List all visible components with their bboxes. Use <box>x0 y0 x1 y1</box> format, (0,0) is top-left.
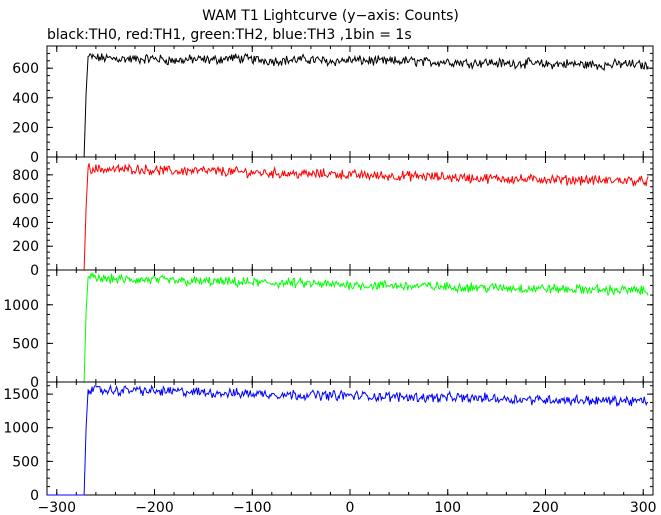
panel-frame-th0 <box>46 45 654 158</box>
chart-title: WAM T1 Lightcurve (y−axis: Counts) <box>202 8 459 24</box>
y-tick-label: 500 <box>12 454 39 470</box>
x-tick-label: 300 <box>630 500 657 515</box>
series-line-th3 <box>47 384 649 496</box>
x-tick-label: −200 <box>135 500 173 515</box>
y-tick-label: 0 <box>30 263 39 279</box>
x-tick-label: −300 <box>38 500 76 515</box>
y-tick-label: 800 <box>12 168 39 184</box>
x-tick-label: −100 <box>233 500 271 515</box>
y-tick-label: 600 <box>12 61 39 77</box>
y-tick-label: 600 <box>12 192 39 208</box>
y-tick-label: 0 <box>30 375 39 391</box>
y-tick-label: 1000 <box>3 421 39 437</box>
y-tick-label: 1000 <box>3 298 39 314</box>
panel-frame-th2 <box>46 269 654 383</box>
y-tick-label: 1500 <box>3 387 39 403</box>
series-line-th0 <box>47 52 649 158</box>
y-tick-label: 0 <box>30 150 39 166</box>
series-line-th1 <box>47 163 649 271</box>
y-tick-label: 400 <box>12 215 39 231</box>
x-tick-label: 0 <box>346 500 355 515</box>
y-tick-label: 200 <box>12 239 39 255</box>
y-tick-label: 200 <box>12 120 39 136</box>
chart-subtitle: black:TH0, red:TH1, green:TH2, blue:TH3 … <box>47 27 412 43</box>
y-tick-label: 500 <box>12 336 39 352</box>
y-tick-label: 0 <box>30 488 39 504</box>
x-tick-label: 200 <box>532 500 559 515</box>
x-tick-label: 100 <box>434 500 461 515</box>
series-line-th2 <box>47 271 649 383</box>
y-tick-label: 400 <box>12 91 39 107</box>
